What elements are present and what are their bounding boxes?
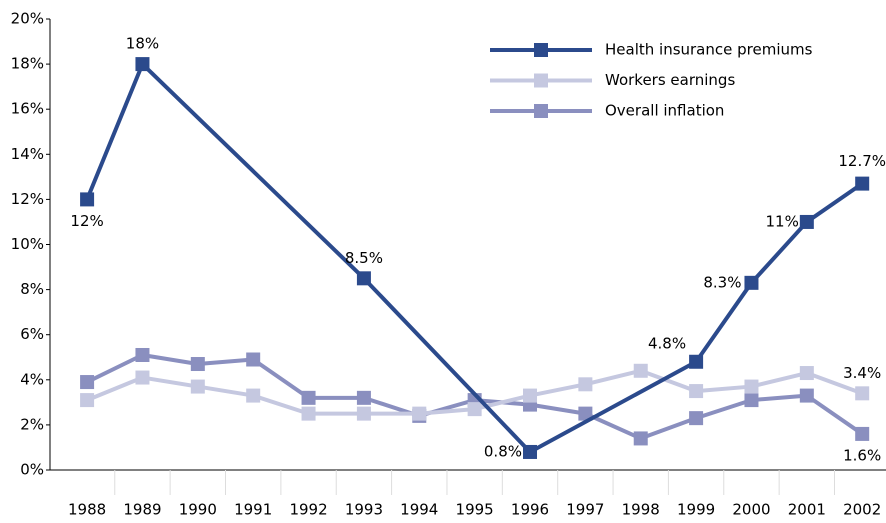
legend-label: Overall inflation	[605, 102, 724, 120]
x-tick-label: 1991	[234, 501, 272, 519]
y-tick-label: 20%	[11, 10, 44, 28]
marker	[190, 379, 205, 394]
marker	[523, 444, 538, 459]
y-tick-label: 0%	[20, 461, 44, 479]
x-tick-label: 1994	[400, 501, 438, 519]
marker	[855, 426, 870, 441]
marker	[744, 275, 759, 290]
data-label: 8.3%	[703, 273, 741, 291]
marker	[855, 176, 870, 191]
x-tick-label: 2002	[843, 501, 881, 519]
marker	[855, 386, 870, 401]
marker	[689, 411, 704, 426]
marker	[356, 390, 371, 405]
x-tick-label: 1996	[511, 501, 549, 519]
marker	[301, 406, 316, 421]
x-tick-label: 2000	[732, 501, 770, 519]
marker	[744, 393, 759, 408]
marker	[412, 406, 427, 421]
marker	[301, 390, 316, 405]
marker	[799, 388, 814, 403]
data-label: 18%	[126, 35, 159, 53]
marker	[744, 379, 759, 394]
legend-label: Workers earnings	[605, 71, 735, 89]
legend-marker	[534, 43, 548, 57]
x-tick-label: 1999	[677, 501, 715, 519]
legend-label: Health insurance premiums	[605, 41, 813, 59]
y-tick-label: 6%	[20, 325, 44, 343]
x-tick-label: 1992	[289, 501, 327, 519]
marker	[799, 214, 814, 229]
marker	[80, 375, 95, 390]
marker	[467, 402, 482, 417]
data-label: 12%	[70, 212, 103, 230]
data-label: 8.5%	[345, 249, 383, 267]
y-tick-label: 8%	[20, 280, 44, 298]
marker	[799, 366, 814, 381]
marker	[578, 406, 593, 421]
marker	[356, 406, 371, 421]
x-tick-label: 2001	[788, 501, 826, 519]
x-tick-label: 1998	[622, 501, 660, 519]
marker	[523, 388, 538, 403]
y-tick-label: 16%	[11, 100, 44, 118]
marker	[246, 388, 261, 403]
marker	[689, 354, 704, 369]
legend-marker	[534, 104, 548, 118]
y-tick-label: 12%	[11, 190, 44, 208]
marker	[246, 352, 261, 367]
x-tick-label: 1997	[566, 501, 604, 519]
marker	[578, 377, 593, 392]
y-tick-label: 14%	[11, 145, 44, 163]
y-tick-label: 2%	[20, 415, 44, 433]
x-tick-label: 1988	[68, 501, 106, 519]
marker	[135, 347, 150, 362]
marker	[633, 431, 648, 446]
x-tick-label: 1990	[179, 501, 217, 519]
x-tick-label: 1993	[345, 501, 383, 519]
y-tick-label: 10%	[11, 235, 44, 253]
data-label: 12.7%	[838, 152, 886, 170]
data-label: 3.4%	[843, 364, 881, 382]
marker	[689, 384, 704, 399]
x-tick-label: 1995	[456, 501, 494, 519]
y-tick-label: 18%	[11, 55, 44, 73]
data-label: 4.8%	[648, 334, 686, 352]
marker	[80, 192, 95, 207]
data-label: 11%	[765, 212, 798, 230]
series-line	[85, 62, 864, 454]
marker	[80, 393, 95, 408]
legend-marker	[534, 73, 548, 88]
marker	[190, 357, 205, 372]
marker	[633, 363, 648, 378]
marker	[135, 370, 150, 385]
y-tick-label: 4%	[20, 370, 44, 388]
data-label: 1.6%	[843, 446, 881, 464]
marker	[135, 57, 150, 72]
marker	[356, 271, 371, 286]
data-label: 0.8%	[484, 442, 522, 460]
x-tick-label: 1989	[123, 501, 161, 519]
